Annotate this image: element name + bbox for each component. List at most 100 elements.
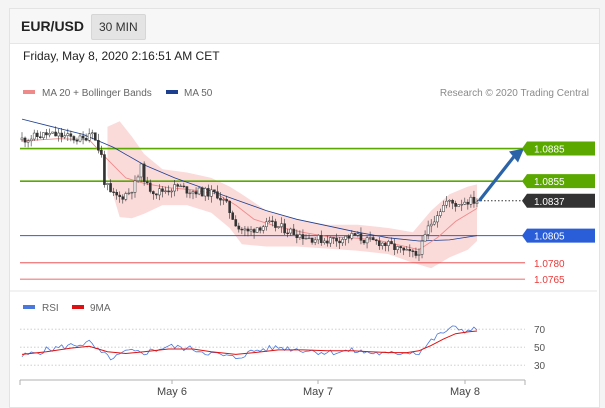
candle-body xyxy=(429,223,433,227)
ma20-line xyxy=(21,138,478,251)
candle-body xyxy=(381,242,384,247)
candle-body xyxy=(124,193,128,200)
candle-body xyxy=(109,183,112,193)
candles xyxy=(20,126,479,262)
rsi-legend-swatch xyxy=(23,305,35,309)
level-label-1.0885: 1.0885 xyxy=(534,145,565,156)
candle-body xyxy=(237,225,241,230)
chart-datetime: Friday, May 8, 2020 2:16:51 AM CET xyxy=(23,49,220,63)
candle-body xyxy=(145,181,149,184)
candle-body xyxy=(231,212,235,220)
candle-body xyxy=(20,137,24,141)
candle-body xyxy=(323,240,326,243)
level-tag-1.0885 xyxy=(522,141,595,156)
candle-body xyxy=(155,193,158,196)
candle-body xyxy=(292,228,296,235)
bollinger-band-area xyxy=(107,121,477,269)
timeframe-badge[interactable]: 30 MIN xyxy=(91,14,146,40)
rsi-ma-line xyxy=(21,330,478,355)
candle-body xyxy=(268,220,271,223)
ma9-legend-label: 9MA xyxy=(90,303,111,314)
candle-body xyxy=(173,184,176,192)
ma50-legend-label: MA 50 xyxy=(184,88,213,99)
candle-body xyxy=(466,201,470,205)
candle-body xyxy=(54,131,57,137)
candle-body xyxy=(240,228,244,231)
candle-body xyxy=(277,226,280,228)
candle-body xyxy=(362,240,366,244)
ma9-legend-swatch xyxy=(72,305,84,309)
candle-body xyxy=(45,132,48,136)
candle-body xyxy=(475,201,479,204)
candle-body xyxy=(97,139,100,151)
candle-body xyxy=(310,237,314,243)
ma20-legend-swatch xyxy=(23,90,35,94)
candle-body xyxy=(234,219,238,227)
candle-body xyxy=(426,225,430,235)
candle-body xyxy=(35,132,39,137)
x-tick-label: May 7 xyxy=(303,386,333,398)
header-bar: EUR/USD 30 MIN xyxy=(10,9,599,44)
candle-body xyxy=(203,188,207,197)
candle-body xyxy=(289,228,293,234)
chart-card: EUR/USD 30 MIN Friday, May 8, 2020 2:16:… xyxy=(9,8,600,408)
candle-body xyxy=(179,185,183,188)
candle-body xyxy=(118,194,122,197)
candle-body xyxy=(390,241,393,245)
candle-body xyxy=(457,204,460,207)
candle-body xyxy=(347,235,351,239)
candle-body xyxy=(170,190,173,193)
level-tag-1.0805 xyxy=(522,228,595,243)
candle-body xyxy=(90,132,94,135)
candle-body xyxy=(139,163,143,178)
candle-body xyxy=(127,192,131,195)
rsi-tick-30: 30 xyxy=(534,361,546,372)
x-tick-label: May 8 xyxy=(450,386,480,398)
candle-body xyxy=(387,241,390,246)
candle-body xyxy=(258,227,262,231)
candle-body xyxy=(298,234,302,238)
level-label-1.0805: 1.0805 xyxy=(534,232,565,243)
candle-body xyxy=(460,204,464,206)
bollinger-bands xyxy=(107,121,477,269)
candle-body xyxy=(121,196,125,200)
candle-body xyxy=(472,196,476,204)
candle-body xyxy=(365,237,369,244)
candle-body xyxy=(261,226,265,231)
candle-body xyxy=(75,139,79,142)
candle-body xyxy=(42,132,45,139)
candle-body xyxy=(341,239,344,244)
candle-body xyxy=(176,184,180,187)
candle-body xyxy=(197,187,201,195)
candle-body xyxy=(393,243,396,250)
credit-text: Research © 2020 Trading Central xyxy=(440,88,589,99)
rsi-tick-50: 50 xyxy=(534,343,546,354)
candle-body xyxy=(264,221,268,227)
candle-body xyxy=(326,240,329,244)
candle-body xyxy=(371,237,375,241)
candle-body xyxy=(353,233,357,236)
candle-body xyxy=(164,190,167,192)
candle-body xyxy=(243,228,247,231)
candle-body xyxy=(130,191,134,194)
level-tag-1.0855 xyxy=(522,174,595,189)
candle-body xyxy=(274,221,277,228)
candle-body xyxy=(188,192,192,195)
candle-body xyxy=(271,220,274,222)
candle-body xyxy=(445,200,448,206)
candle-body xyxy=(399,246,402,249)
candle-body xyxy=(213,189,216,192)
candle-body xyxy=(191,191,195,194)
candle-body xyxy=(295,234,299,238)
candle-body xyxy=(60,132,64,138)
candle-body xyxy=(29,138,33,142)
rsi-tick-70: 70 xyxy=(534,325,546,336)
rsi-line xyxy=(21,325,478,361)
candle-body xyxy=(344,235,348,240)
price-levels xyxy=(20,147,525,280)
candle-body xyxy=(454,202,457,207)
candle-body xyxy=(335,237,338,242)
candle-body xyxy=(26,140,30,143)
candle-body xyxy=(338,240,341,244)
candle-body xyxy=(51,131,54,134)
